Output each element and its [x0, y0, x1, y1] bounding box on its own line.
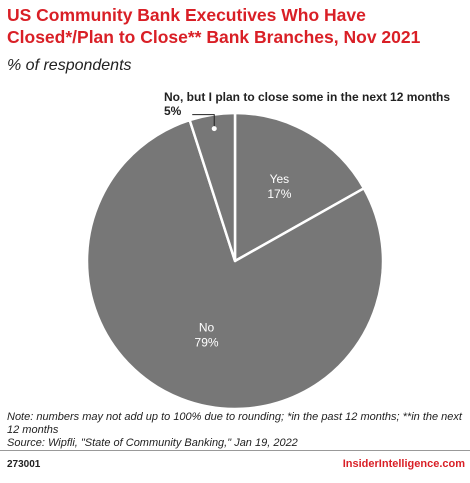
chart-title: US Community Bank Executives Who Have Cl…	[7, 5, 421, 47]
callout-leader-line	[192, 114, 215, 129]
slice-label-value-1: 79%	[195, 336, 219, 350]
note-text: Note: numbers may not add up to 100% due…	[7, 411, 462, 436]
slice-label-value-0: 17%	[267, 187, 291, 201]
chart-id: 273001	[7, 459, 41, 470]
chart-notes: Note: numbers may not add up to 100% due…	[7, 411, 462, 450]
footer-divider	[0, 450, 470, 451]
callout-label-name: No, but I plan to close some in the next…	[164, 90, 450, 104]
callout-label-2: No, but I plan to close some in the next…	[164, 90, 450, 132]
slice-label-name-1: No	[199, 321, 215, 335]
callout-label-value: 5%	[164, 104, 182, 118]
pie-slice-0	[233, 111, 366, 263]
brand-logo-text: InsiderIntelligence.com	[342, 458, 465, 470]
pie-slice-1	[85, 118, 385, 410]
slice-label-name-0: Yes	[270, 172, 290, 186]
chart-subtitle: % of respondents	[7, 57, 132, 74]
callout-dot	[211, 126, 217, 132]
source-text: Source: Wipfli, "State of Community Bank…	[7, 437, 298, 449]
